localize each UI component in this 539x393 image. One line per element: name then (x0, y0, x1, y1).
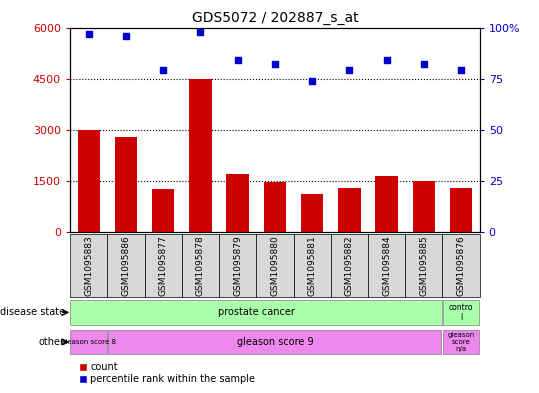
Text: GSM1095876: GSM1095876 (457, 235, 466, 296)
Bar (256, 234, 294, 297)
Text: prostate cancer: prostate cancer (218, 307, 295, 318)
Point (382, 57, 391, 63)
Text: gleason score 8: gleason score 8 (61, 339, 116, 345)
Text: GSM1095881: GSM1095881 (308, 235, 316, 296)
Bar (301, 195, 323, 232)
Bar (443, 300, 479, 325)
Bar (182, 234, 219, 297)
Title: GDS5072 / 202887_s_at: GDS5072 / 202887_s_at (191, 11, 358, 25)
Bar (405, 234, 443, 297)
Bar (189, 79, 212, 232)
Text: disease state: disease state (0, 307, 65, 318)
Text: GSM1095877: GSM1095877 (158, 235, 168, 296)
Bar (450, 187, 472, 232)
Text: GSM1095879: GSM1095879 (233, 235, 242, 296)
Point (345, 67, 354, 73)
Text: GSM1095886: GSM1095886 (121, 235, 130, 296)
Bar (264, 182, 286, 232)
Point (196, 28, 205, 35)
Bar (413, 181, 435, 232)
Point (85, 31, 93, 37)
Text: GSM1095884: GSM1095884 (382, 235, 391, 296)
Bar (294, 234, 331, 297)
Bar (78, 130, 100, 232)
Text: contro
l: contro l (449, 303, 473, 322)
Text: gleason score 9: gleason score 9 (237, 337, 313, 347)
Bar (368, 234, 405, 297)
Bar (152, 189, 174, 232)
Text: other: other (39, 337, 65, 347)
Text: GSM1095880: GSM1095880 (271, 235, 279, 296)
Point (233, 57, 242, 63)
Legend: count, percentile rank within the sample: count, percentile rank within the sample (75, 358, 259, 388)
Point (419, 61, 428, 68)
Bar (443, 234, 480, 297)
Point (271, 61, 279, 68)
Point (308, 77, 316, 84)
Text: GSM1095883: GSM1095883 (84, 235, 93, 296)
Bar (376, 176, 398, 232)
Point (457, 67, 465, 73)
Bar (331, 234, 368, 297)
Bar (443, 329, 479, 354)
Text: GSM1095882: GSM1095882 (345, 235, 354, 296)
Bar (226, 174, 249, 232)
Bar (219, 234, 256, 297)
Point (159, 67, 168, 73)
Bar (115, 136, 137, 232)
Bar (144, 234, 182, 297)
Text: gleason
score
n/a: gleason score n/a (447, 332, 475, 352)
Bar (107, 234, 144, 297)
Bar (70, 329, 107, 354)
Bar (338, 187, 361, 232)
Point (122, 33, 130, 39)
Text: GSM1095878: GSM1095878 (196, 235, 205, 296)
Bar (108, 329, 441, 354)
Bar (70, 234, 107, 297)
Text: GSM1095885: GSM1095885 (419, 235, 429, 296)
